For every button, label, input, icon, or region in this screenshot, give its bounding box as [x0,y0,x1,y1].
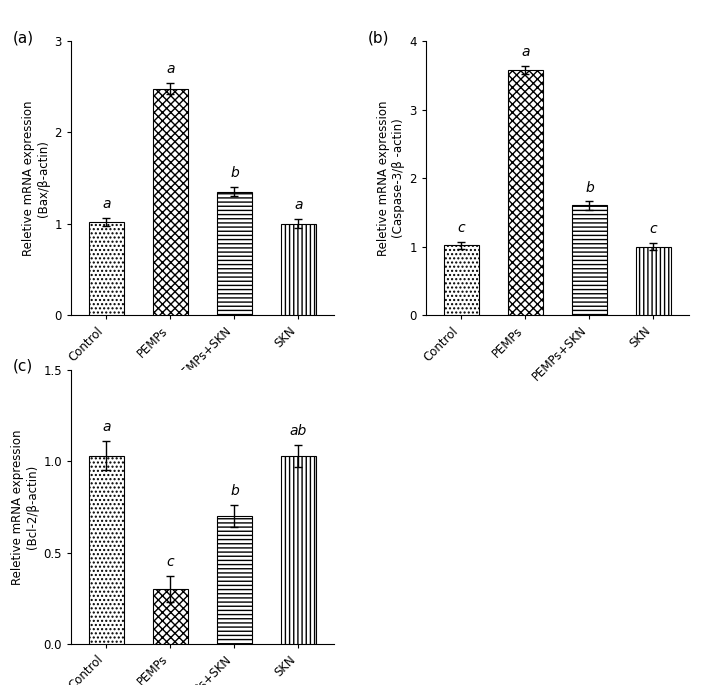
Text: a: a [166,62,175,76]
Bar [444,245,479,315]
Text: a: a [102,421,111,434]
Text: c: c [457,221,465,235]
Bar [217,516,252,644]
Bar [281,224,316,315]
Text: b: b [585,181,594,195]
Text: a: a [102,197,111,212]
Bar [572,206,607,315]
Text: ab: ab [290,424,307,438]
Text: a: a [521,45,530,59]
Y-axis label: Reletive mRNA expression
(Caspase-3/β -actin): Reletive mRNA expression (Caspase-3/β -a… [377,100,405,256]
Text: (a): (a) [13,30,34,45]
Bar [508,70,543,315]
Bar [281,456,316,644]
Bar [153,589,188,644]
Bar [89,456,124,644]
Text: b: b [230,484,239,498]
Bar [636,247,671,315]
Bar [153,88,188,315]
Text: (c): (c) [13,359,33,374]
Text: c: c [650,223,657,236]
Y-axis label: Reletive mRNA expression
(Bcl-2/β-actin): Reletive mRNA expression (Bcl-2/β-actin) [11,429,39,585]
Text: c: c [167,556,174,569]
Bar [217,192,252,315]
Text: b: b [230,166,239,180]
Text: a: a [294,199,302,212]
Y-axis label: Reletive mRNA expression
(Bax/β-actin): Reletive mRNA expression (Bax/β-actin) [22,100,50,256]
Text: (b): (b) [368,30,390,45]
Bar [89,222,124,315]
